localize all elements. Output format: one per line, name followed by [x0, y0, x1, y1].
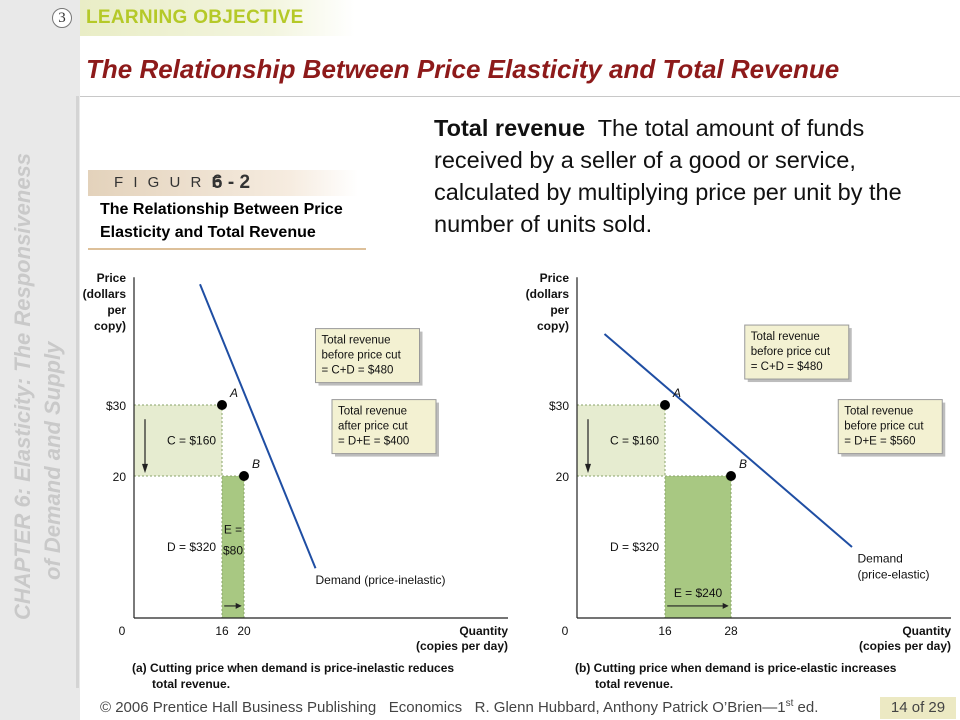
- panel-b-box-1: [837, 399, 943, 455]
- panel-a-box-1: [331, 399, 437, 455]
- panel-b-arrow-down-head: [585, 463, 591, 474]
- footer-authors: R. Glenn Hubbard, Anthony Patrick O’Brie…: [474, 699, 786, 716]
- panel-b-xtick-2: 28: [724, 624, 738, 638]
- panel-a-area-text-2: E =: [224, 522, 242, 536]
- panel-b-box-0-line-2: = C+D = $480: [751, 361, 823, 373]
- panel-b-point-label-a: A: [672, 386, 681, 400]
- footer-book: Economics: [388, 699, 463, 716]
- definition-body: The total amount of funds received by a …: [434, 115, 902, 237]
- panel-b-area-0: [577, 405, 665, 476]
- panel-a-point-label-a: A: [229, 386, 238, 400]
- panel-b-box-0-line-0: Total revenue: [751, 331, 820, 343]
- panel-b-box-1-line-0: Total revenue: [844, 406, 913, 418]
- footer-edition-sup: st: [785, 698, 794, 709]
- panel-a-area-text-0: C = $160: [167, 434, 216, 448]
- panel-a-xtick-0: 0: [119, 624, 126, 638]
- sidebar-divider: [76, 96, 79, 688]
- panel-a-ylabel-3: copy): [94, 319, 126, 333]
- panel-b-caption-1: total revenue.: [595, 677, 673, 691]
- panel-b-box-0: [744, 324, 850, 380]
- panel-b-ytick-0: $30: [549, 399, 569, 413]
- panel-b-xtick-0: 0: [562, 624, 569, 638]
- panel-a-ytick-0: $30: [106, 399, 126, 413]
- panel-a-caption-0: (a) Cutting price when demand is price-i…: [132, 661, 454, 675]
- panel-a-ylabel-1: (dollars: [83, 287, 127, 301]
- figure-band: [88, 170, 358, 196]
- panel-b-xlabel-1: (copies per day): [859, 639, 951, 653]
- panel-b-point-b: [726, 471, 736, 481]
- panel-a-caption-1: total revenue.: [152, 677, 230, 691]
- panel-a-arrow-down-head: [142, 463, 148, 474]
- panel-b-ylabel-2: per: [550, 303, 569, 317]
- figure-divider: [88, 248, 366, 250]
- panel-b-point-label-b: B: [739, 457, 747, 471]
- panel-b-box-1-line-2: = D+E = $560: [844, 436, 915, 448]
- panel-a-point-label-b: B: [252, 457, 260, 471]
- panel-b-arrow-right-head: [722, 602, 729, 609]
- panel-a-ylabel-2: per: [107, 303, 126, 317]
- panel-a-xtick-2: 20: [237, 624, 251, 638]
- panel-a-box-0-line-2: = C+D = $480: [322, 365, 394, 377]
- panel-b-point-a: [660, 400, 670, 410]
- panel-b-demand-line: [603, 333, 853, 548]
- panel-b-xlabel-0: Quantity: [902, 624, 951, 638]
- panel-b-box-1-line-1: before price cut: [844, 421, 924, 433]
- panel-a-point-b: [239, 471, 249, 481]
- panel-b-area-text-2: E = $240: [674, 586, 723, 600]
- panel-b-box-0-line-1: before price cut: [751, 346, 831, 358]
- panel-b-ylabel-1: (dollars: [526, 287, 570, 301]
- panel-b-area-text-1: D = $320: [610, 540, 659, 554]
- objective-number-badge: 3: [52, 8, 72, 28]
- panel-a-xtick-1: 16: [215, 624, 229, 638]
- panel-a-xlabel-0: Quantity: [459, 624, 508, 638]
- panel-a-demand-line: [199, 283, 317, 569]
- footer-edition: ed.: [793, 699, 819, 716]
- panel-a-ylabel-0: Price: [97, 271, 127, 285]
- figure-number: 6 - 2: [212, 172, 251, 193]
- panel-b-ylabel-0: Price: [540, 271, 570, 285]
- panel-b-xtick-1: 16: [658, 624, 672, 638]
- sidebar-band: [0, 0, 80, 720]
- panel-a-box-0-line-1: before price cut: [322, 350, 402, 362]
- panel-a-point-a: [217, 400, 227, 410]
- panel-a-box-0-line-0: Total revenue: [322, 335, 391, 347]
- definition-text: Total revenue The total amount of funds …: [434, 112, 944, 240]
- panel-b-area-1: [665, 476, 731, 618]
- panel-a-box-1-line-0: Total revenue: [338, 406, 407, 418]
- panel-b-ylabel-3: copy): [537, 319, 569, 333]
- panel-a-box-0: [315, 328, 420, 384]
- panel-b-ytick-1: 20: [556, 470, 570, 484]
- page-number-box: [880, 697, 956, 719]
- panel-a-curve-label-0: Demand (price-inelastic): [316, 573, 446, 587]
- panel-a-box-1-line-2: = D+E = $400: [338, 436, 409, 448]
- panel-a-area-0: [134, 405, 222, 476]
- panel-a-area-text-3: $80: [223, 544, 243, 558]
- footer-credit: © 2006 Prentice Hall Business Publishing…: [100, 698, 818, 716]
- panel-a-area-1: [222, 476, 244, 618]
- figure-label: F I G U R E: [114, 174, 225, 191]
- panel-b-area-text-0: C = $160: [610, 434, 659, 448]
- learning-objective-label: LEARNING OBJECTIVE: [86, 7, 304, 28]
- panel-a-arrow-right-head: [235, 602, 242, 609]
- definition-term: Total revenue: [434, 115, 586, 141]
- slide-title: The Relationship Between Price Elasticit…: [86, 54, 840, 84]
- panel-b-curve-label-1: (price-elastic): [858, 568, 930, 582]
- page-number: 14 of 29: [890, 699, 946, 716]
- panel-b-curve-label-0: Demand: [858, 552, 903, 566]
- panel-a-ytick-1: 20: [113, 470, 127, 484]
- footer-copyright: © 2006 Prentice Hall Business Publishing: [100, 699, 377, 716]
- panel-a-area-text-1: D = $320: [167, 540, 216, 554]
- title-divider: [80, 96, 960, 97]
- panel-a-box-1-line-1: after price cut: [338, 421, 408, 433]
- panel-a-xlabel-1: (copies per day): [416, 639, 508, 653]
- panel-b-caption-0: (b) Cutting price when demand is price-e…: [575, 661, 897, 675]
- figure-caption: The Relationship Between Price Elasticit…: [100, 201, 343, 241]
- learning-objective-bar: [80, 0, 355, 36]
